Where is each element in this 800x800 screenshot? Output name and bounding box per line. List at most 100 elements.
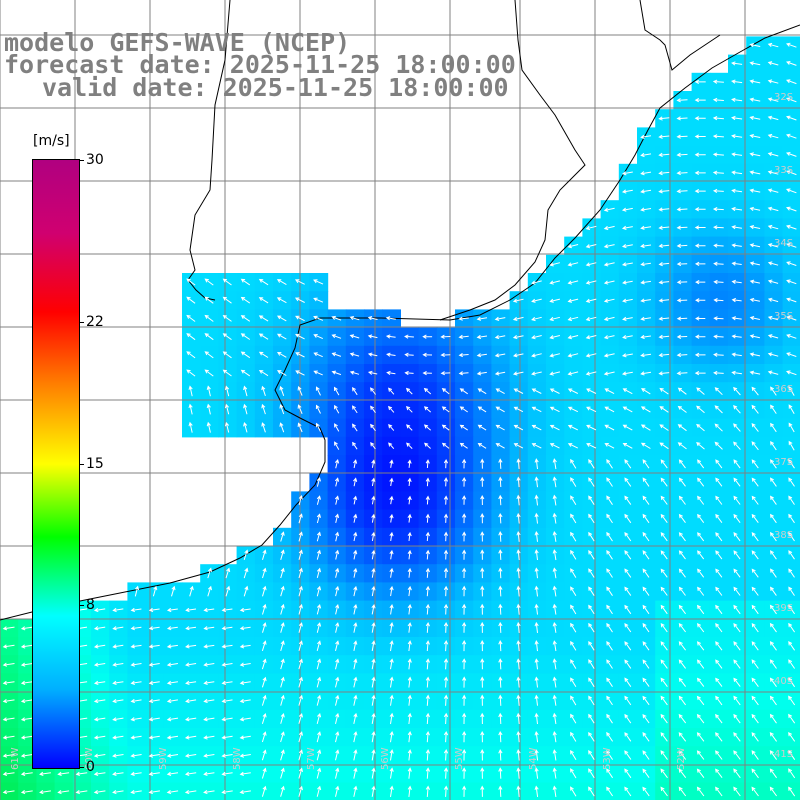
wind-arrow xyxy=(731,370,742,375)
wind-arrow xyxy=(642,622,650,633)
wind-arrow xyxy=(570,531,577,542)
wind-arrow xyxy=(461,603,467,615)
wind-arrow xyxy=(188,421,193,433)
wind-arrow xyxy=(552,694,557,706)
wind-arrow xyxy=(425,603,430,615)
wind-arrow xyxy=(549,316,561,322)
wind-arrow xyxy=(640,189,652,194)
wind-arrow xyxy=(148,771,160,776)
wind-arrow xyxy=(677,387,687,395)
wind-arrow xyxy=(549,335,561,340)
wind-arrow xyxy=(261,640,267,652)
wind-arrow xyxy=(588,531,595,542)
longitude-label: 58W xyxy=(232,747,243,770)
wind-arrow xyxy=(570,713,577,724)
wind-arrow xyxy=(476,371,487,376)
wind-arrow xyxy=(239,698,251,704)
longitude-label: 55W xyxy=(454,747,465,770)
wind-arrow xyxy=(751,786,759,797)
wind-arrow xyxy=(715,477,723,487)
longitude-label: 56W xyxy=(380,747,391,770)
wind-arrow xyxy=(660,750,668,760)
wind-arrow xyxy=(531,353,542,358)
wind-arrow xyxy=(658,334,670,340)
wind-arrow xyxy=(334,423,340,432)
wind-arrow xyxy=(279,385,285,396)
wind-arrow xyxy=(443,712,449,725)
wind-arrow xyxy=(240,296,251,304)
wind-arrow xyxy=(733,641,741,651)
wind-arrow xyxy=(624,531,632,542)
wind-arrow xyxy=(731,152,743,157)
wind-arrow xyxy=(166,717,179,722)
wind-arrow xyxy=(769,677,777,687)
wind-arrow xyxy=(570,750,577,760)
wind-arrow xyxy=(388,442,395,450)
wind-arrow xyxy=(733,405,741,414)
wind-arrow xyxy=(769,695,777,706)
wind-arrow xyxy=(407,603,412,615)
wind-arrow xyxy=(786,261,797,266)
wind-arrow xyxy=(222,369,232,377)
wind-arrow xyxy=(166,607,178,613)
wind-arrow xyxy=(166,771,179,776)
wind-arrow xyxy=(733,477,741,487)
wind-arrow xyxy=(335,640,340,652)
wind-arrow xyxy=(207,585,212,597)
wind-arrow xyxy=(240,369,251,377)
wind-arrow xyxy=(678,568,686,578)
wind-arrow xyxy=(606,568,613,578)
wind-arrow xyxy=(622,388,633,395)
wind-arrow xyxy=(353,549,358,560)
wind-arrow xyxy=(769,513,777,524)
wind-arrow xyxy=(297,422,303,433)
wind-arrow xyxy=(207,567,212,579)
wind-arrow xyxy=(712,97,724,103)
wind-arrow xyxy=(585,353,597,358)
wind-arrow xyxy=(531,371,542,376)
wind-arrow xyxy=(751,622,759,633)
wind-arrow xyxy=(767,261,779,266)
wind-arrow xyxy=(462,712,467,725)
wind-arrow xyxy=(477,406,487,413)
wind-arrow xyxy=(498,476,503,488)
wind-arrow xyxy=(371,531,376,541)
wind-arrow xyxy=(588,459,595,469)
wind-arrow xyxy=(624,622,632,633)
wind-arrow xyxy=(93,717,106,722)
wind-arrow xyxy=(458,334,469,339)
wind-arrow xyxy=(112,735,124,740)
wind-arrow xyxy=(606,604,613,615)
wind-arrow xyxy=(239,735,251,740)
wind-arrow xyxy=(694,370,706,376)
wind-arrow xyxy=(389,730,394,743)
wind-arrow xyxy=(316,549,321,560)
wind-arrow xyxy=(335,749,340,761)
wind-arrow xyxy=(130,662,142,667)
wind-arrow xyxy=(148,680,160,685)
wind-arrow xyxy=(570,568,577,578)
wind-arrow xyxy=(298,494,303,506)
wind-arrow xyxy=(676,189,688,194)
wind-arrow xyxy=(353,531,358,542)
wind-arrow xyxy=(751,422,759,432)
wind-arrow xyxy=(658,243,670,249)
wind-arrow xyxy=(676,298,688,303)
wind-arrow xyxy=(443,567,449,578)
wind-arrow xyxy=(606,495,613,505)
wind-arrow xyxy=(696,387,705,395)
wind-arrow xyxy=(331,334,342,339)
wind-arrow xyxy=(749,206,761,211)
wind-arrow xyxy=(316,476,321,487)
wind-arrow xyxy=(641,388,651,395)
wind-arrow xyxy=(676,352,688,358)
wind-arrow xyxy=(476,334,488,340)
wind-arrow xyxy=(316,585,322,597)
wind-arrow xyxy=(316,712,322,725)
wind-arrow xyxy=(767,152,779,157)
wind-arrow xyxy=(316,495,321,505)
wind-arrow xyxy=(786,42,797,48)
wind-arrow xyxy=(186,351,196,359)
wind-arrow xyxy=(458,352,469,358)
